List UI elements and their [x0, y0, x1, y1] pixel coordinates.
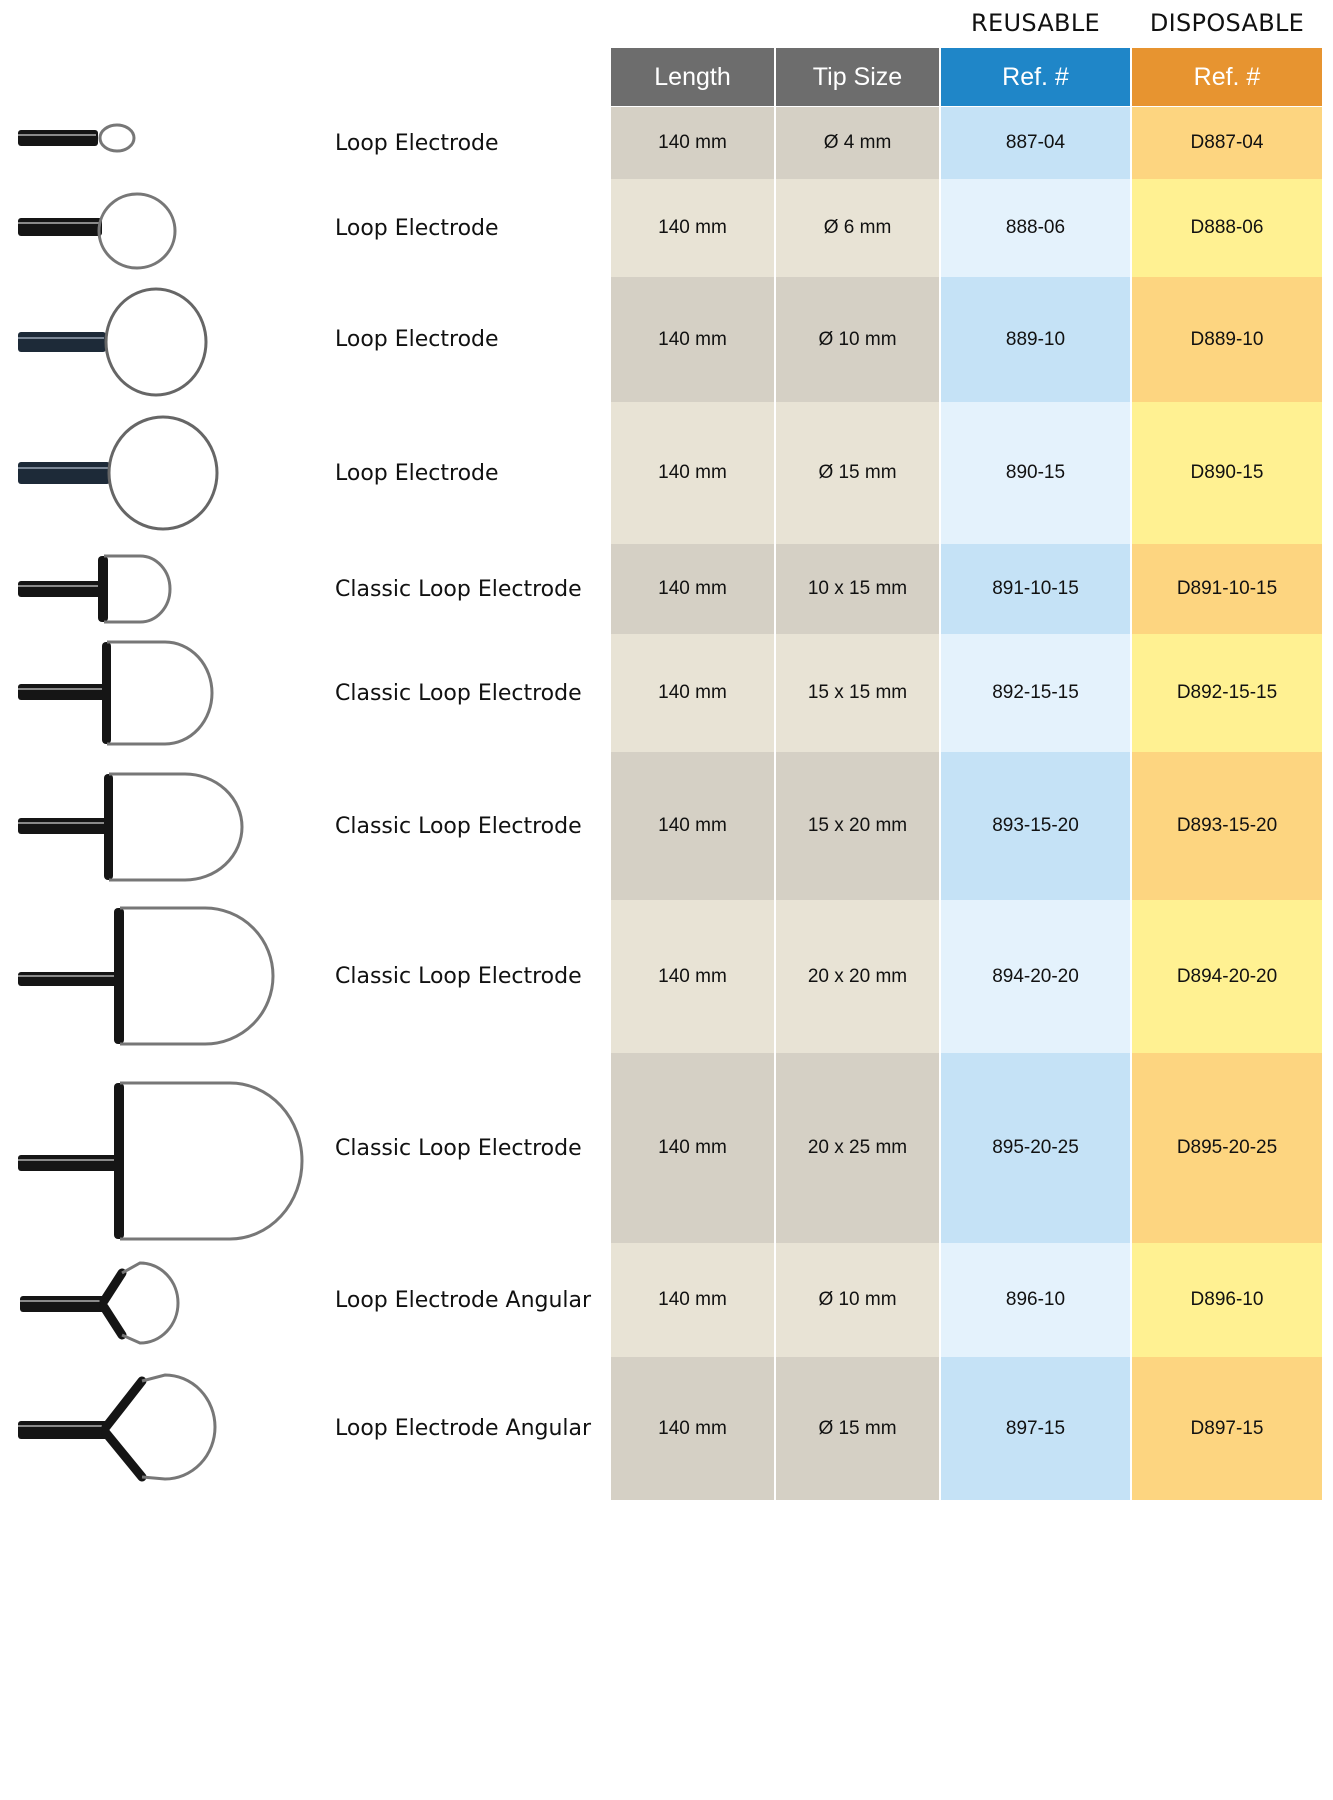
product-name: Classic Loop Electrode — [335, 813, 582, 839]
tip-size-cell: Ø 15 mm — [776, 1357, 939, 1500]
ref-reusable-cell: 896-10 — [941, 1243, 1130, 1357]
ref-disposable-cell: D887-04 — [1132, 107, 1322, 179]
table-row: Loop Electrode Angular 140 mm Ø 10 mm 89… — [0, 1243, 1333, 1357]
product-name: Loop Electrode — [335, 460, 499, 486]
table-row: Classic Loop Electrode 140 mm 20 x 25 mm… — [0, 1053, 1333, 1243]
ref-disposable-cell: D888-06 — [1132, 179, 1322, 277]
electrode-image — [0, 752, 320, 900]
tip-size-cell: Ø 10 mm — [776, 1243, 939, 1357]
tip-size-cell: Ø 10 mm — [776, 277, 939, 402]
ref-reusable-cell: 889-10 — [941, 277, 1130, 402]
table-row: Loop Electrode Angular 140 mm Ø 15 mm 89… — [0, 1357, 1333, 1500]
tip-size-cell: 20 x 25 mm — [776, 1053, 939, 1243]
electrode-image — [0, 107, 320, 179]
tip-size-cell: Ø 15 mm — [776, 402, 939, 544]
electrode-image — [0, 277, 320, 402]
header-ref-disposable: Ref. # — [1132, 48, 1322, 106]
group-label-reusable: REUSABLE — [971, 9, 1100, 37]
product-name: Loop Electrode — [335, 215, 499, 241]
ref-disposable-cell: D893-15-20 — [1132, 752, 1322, 900]
table-row: Classic Loop Electrode 140 mm 20 x 20 mm… — [0, 900, 1333, 1053]
table-row: Loop Electrode 140 mm Ø 10 mm 889-10 D88… — [0, 277, 1333, 402]
table-row: Loop Electrode 140 mm Ø 15 mm 890-15 D89… — [0, 402, 1333, 544]
length-cell: 140 mm — [611, 900, 774, 1053]
table-row: Classic Loop Electrode 140 mm 15 x 15 mm… — [0, 634, 1333, 752]
length-cell: 140 mm — [611, 1357, 774, 1500]
electrode-image — [0, 634, 320, 752]
electrode-image — [0, 1053, 320, 1243]
table-row: Classic Loop Electrode 140 mm 10 x 15 mm… — [0, 544, 1333, 634]
length-cell: 140 mm — [611, 634, 774, 752]
electrode-image — [0, 900, 320, 1053]
ref-disposable-cell: D892-15-15 — [1132, 634, 1322, 752]
electrode-image — [0, 402, 320, 544]
tip-size-cell: Ø 6 mm — [776, 179, 939, 277]
product-name: Classic Loop Electrode — [335, 964, 582, 989]
length-cell: 140 mm — [611, 402, 774, 544]
header-ref-reusable: Ref. # — [941, 48, 1130, 106]
ref-disposable-cell: D891-10-15 — [1132, 544, 1322, 634]
ref-reusable-cell: 893-15-20 — [941, 752, 1130, 900]
ref-reusable-cell: 897-15 — [941, 1357, 1130, 1500]
length-cell: 140 mm — [611, 752, 774, 900]
electrode-image — [0, 179, 320, 277]
tip-size-cell: 15 x 15 mm — [776, 634, 939, 752]
length-cell: 140 mm — [611, 107, 774, 179]
electrode-image — [0, 1357, 320, 1500]
product-name: Classic Loop Electrode — [335, 680, 582, 706]
electrode-image — [0, 1243, 320, 1357]
ref-reusable-cell: 887-04 — [941, 107, 1130, 179]
table-row: Loop Electrode 140 mm Ø 6 mm 888-06 D888… — [0, 179, 1333, 277]
ref-disposable-cell: D896-10 — [1132, 1243, 1322, 1357]
product-name: Loop Electrode — [335, 327, 499, 352]
tip-size-cell: Ø 4 mm — [776, 107, 939, 179]
ref-disposable-cell: D889-10 — [1132, 277, 1322, 402]
ref-reusable-cell: 895-20-25 — [941, 1053, 1130, 1243]
product-name: Loop Electrode — [335, 130, 499, 156]
ref-reusable-cell: 890-15 — [941, 402, 1130, 544]
table-row: Loop Electrode 140 mm Ø 4 mm 887-04 D887… — [0, 107, 1333, 179]
product-name: Classic Loop Electrode — [335, 1135, 582, 1161]
ref-disposable-cell: D895-20-25 — [1132, 1053, 1322, 1243]
length-cell: 140 mm — [611, 544, 774, 634]
ref-reusable-cell: 892-15-15 — [941, 634, 1130, 752]
group-label-disposable: DISPOSABLE — [1149, 9, 1305, 37]
table-row: Classic Loop Electrode 140 mm 15 x 20 mm… — [0, 752, 1333, 900]
product-name: Classic Loop Electrode — [335, 576, 582, 602]
ref-disposable-cell: D894-20-20 — [1132, 900, 1322, 1053]
ref-reusable-cell: 894-20-20 — [941, 900, 1130, 1053]
product-name: Loop Electrode Angular — [335, 1416, 592, 1441]
length-cell: 140 mm — [611, 1053, 774, 1243]
tip-size-cell: 15 x 20 mm — [776, 752, 939, 900]
tip-size-cell: 20 x 20 mm — [776, 900, 939, 1053]
ref-reusable-cell: 888-06 — [941, 179, 1130, 277]
ref-disposable-cell: D890-15 — [1132, 402, 1322, 544]
ref-disposable-cell: D897-15 — [1132, 1357, 1322, 1500]
header-tip-size: Tip Size — [776, 48, 939, 106]
header-length: Length — [611, 48, 774, 106]
tip-size-cell: 10 x 15 mm — [776, 544, 939, 634]
length-cell: 140 mm — [611, 277, 774, 402]
length-cell: 140 mm — [611, 179, 774, 277]
ref-reusable-cell: 891-10-15 — [941, 544, 1130, 634]
product-name: Loop Electrode Angular — [335, 1287, 592, 1313]
electrode-image — [0, 544, 320, 634]
length-cell: 140 mm — [611, 1243, 774, 1357]
